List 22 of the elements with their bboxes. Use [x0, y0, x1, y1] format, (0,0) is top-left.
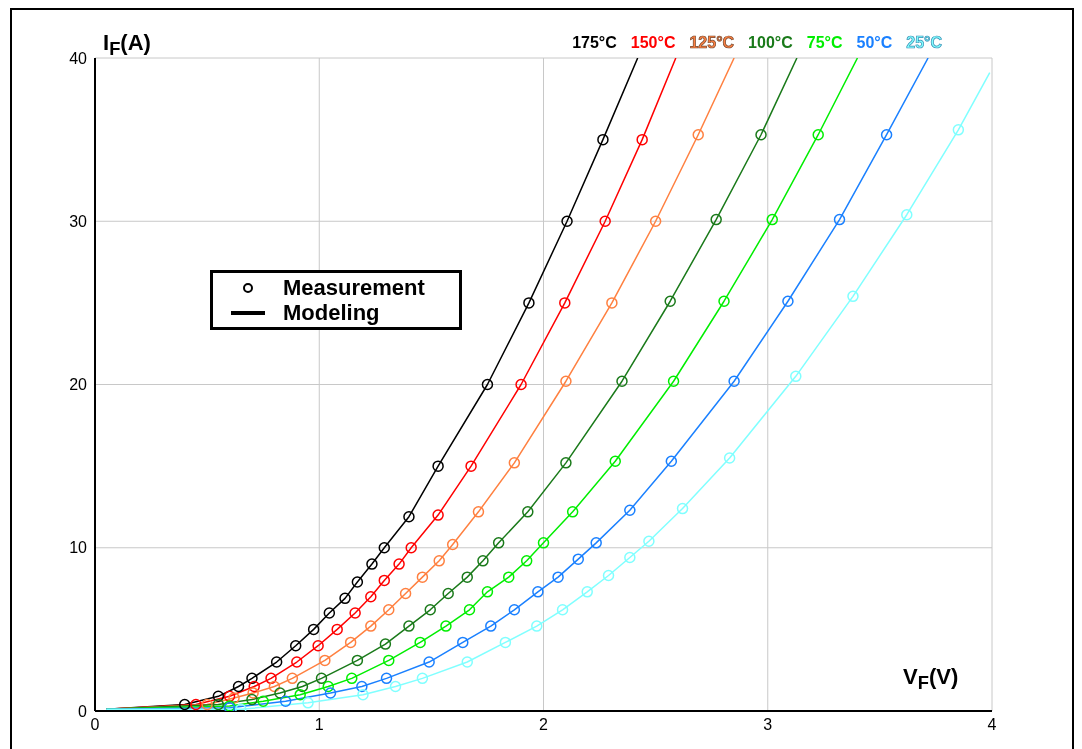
y-tick-label: 10: [69, 539, 88, 557]
text: 50°C: [856, 34, 893, 52]
x-tick-label: 3: [763, 716, 773, 734]
x-tick-label: 0: [90, 716, 100, 734]
legend-box: Measurement Modeling: [210, 270, 462, 330]
annotation: Measurement: [283, 275, 425, 300]
y-tick-label: 40: [69, 49, 88, 67]
y-tick-label: 20: [69, 376, 88, 394]
series-label: 175°C: [572, 34, 617, 52]
text: 25°C: [906, 34, 942, 52]
annotation: Modeling: [283, 300, 380, 325]
series-label: 100°C: [748, 34, 793, 52]
series-label: 150°C: [630, 34, 676, 52]
x-tick-label: 4: [987, 716, 997, 734]
y-tick-label: 0: [78, 702, 88, 720]
x-tick-label: 1: [314, 716, 324, 734]
x-axis-title: V$_{F}$(V): [903, 664, 959, 695]
series-label: 75°C: [806, 34, 843, 52]
x-tick-label: 2: [539, 716, 549, 734]
series-label: 125°C: [689, 34, 735, 52]
y-axis-title: I$_{F}$(A): [103, 30, 151, 61]
y-tick-label: 30: [69, 212, 88, 230]
